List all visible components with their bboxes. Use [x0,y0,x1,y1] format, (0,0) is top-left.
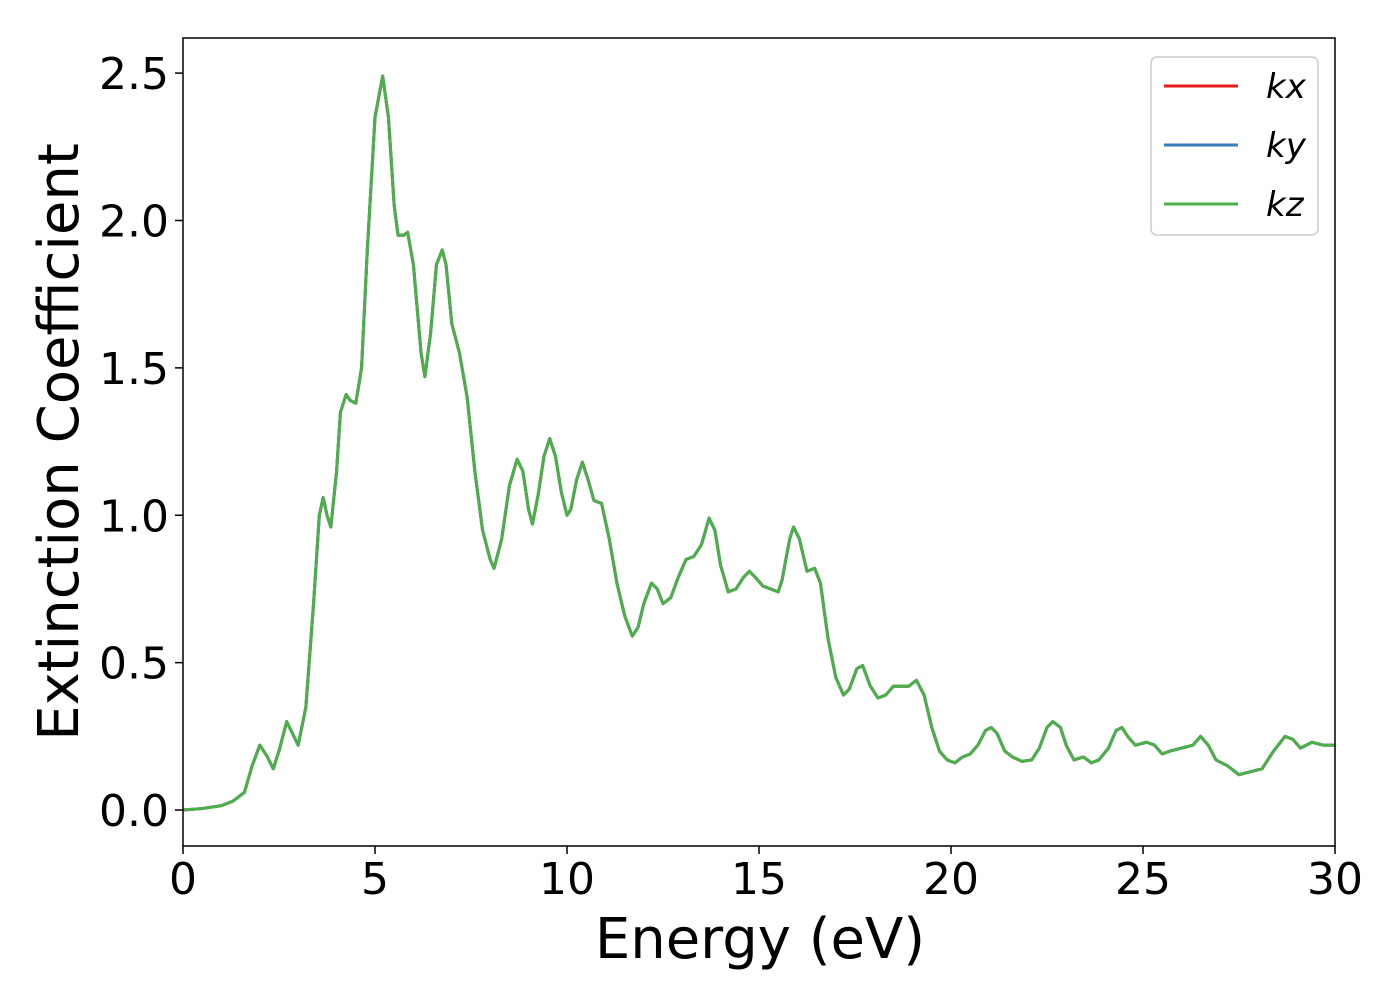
y-tick-label: 1.0 [99,491,169,542]
y-axis-label: Extinction Coefficient [27,143,92,741]
x-tick-label: 30 [1307,854,1363,905]
x-tick-label: 20 [923,854,979,905]
x-tick-label: 5 [361,854,389,905]
y-tick-label: 2.5 [99,49,169,100]
y-tick-label: 2.0 [99,196,169,247]
x-tick-label: 25 [1115,854,1171,905]
y-tick-label: 1.5 [99,344,169,395]
legend-label: kx [1266,67,1307,107]
x-tick-label: 0 [169,854,197,905]
x-tick-label: 15 [731,854,787,905]
legend-label: ky [1266,126,1307,166]
x-axis-label: Energy (eV) [595,907,925,972]
y-tick-label: 0.5 [99,639,169,690]
legend-label: kz [1266,185,1305,225]
y-tick-label: 0.0 [99,786,169,837]
line-series [182,74,1335,812]
plot-frame [182,37,1336,847]
x-tick-label: 10 [539,854,595,905]
